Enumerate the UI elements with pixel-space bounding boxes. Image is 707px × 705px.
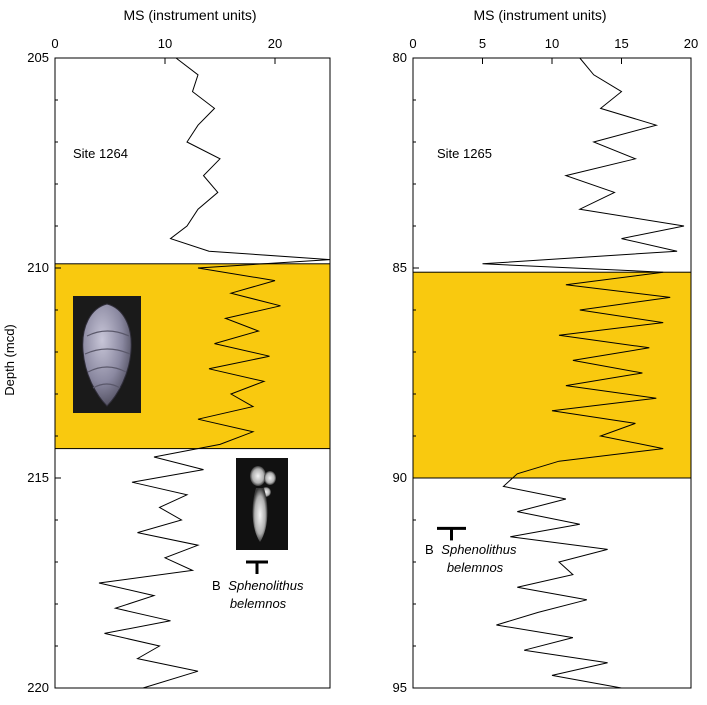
x-axis-label: MS (instrument units): [123, 7, 256, 23]
ms-curve-site-1264: [98, 57, 331, 689]
plot-frame: [54, 57, 331, 689]
panel-site-1264: MS (instrument units) 0 10 20 205 210 215 220…: [2, 7, 331, 695]
x-tick-label: 20: [268, 36, 282, 51]
y-ticks: 205 210 215 220: [27, 50, 61, 695]
y-tick-label: 85: [393, 260, 407, 275]
datum-label-line1: B Sphenolithus: [425, 542, 517, 557]
foraminifera-photo: [73, 296, 141, 413]
highlight-band: [412, 271, 692, 479]
datum-marker: [437, 526, 466, 541]
datum-species-name: Sphenolithus: [228, 578, 304, 593]
site-label: Site 1264: [73, 146, 128, 161]
x-ticks: 0 5 10 15 20: [409, 36, 698, 64]
datum-marker-letter: B: [425, 542, 434, 557]
ms-curve-site-1265: [482, 57, 685, 689]
x-tick-label: 10: [158, 36, 172, 51]
y-tick-label: 95: [393, 680, 407, 695]
datum-species-name: Sphenolithus: [441, 542, 517, 557]
x-tick-label: 20: [684, 36, 698, 51]
y-tick-label: 80: [393, 50, 407, 65]
x-ticks: 0 10 20: [51, 36, 282, 64]
site-label: Site 1265: [437, 146, 492, 161]
datum-label-line2: belemnos: [230, 596, 287, 611]
y-axis-label: Depth (mcd): [2, 324, 17, 396]
x-tick-label: 0: [51, 36, 58, 51]
y-tick-label: 90: [393, 470, 407, 485]
x-tick-label: 15: [614, 36, 628, 51]
y-tick-label: 205: [27, 50, 49, 65]
x-axis-label: MS (instrument units): [473, 7, 606, 23]
y-tick-label: 210: [27, 260, 49, 275]
x-tick-label: 0: [409, 36, 416, 51]
x-tick-label: 5: [479, 36, 486, 51]
datum-label-line2: belemnos: [447, 560, 504, 575]
y-tick-label: 215: [27, 470, 49, 485]
datum-marker: [246, 560, 268, 574]
panel-site-1265: MS (instrument units) 0 5 10 15 20 80859095 …: [393, 7, 699, 695]
datum-label-line1: B Sphenolithus: [212, 578, 304, 593]
x-tick-label: 10: [545, 36, 559, 51]
y-ticks: 80 85 90 95: [393, 50, 419, 695]
datum-marker-letter: B: [212, 578, 221, 593]
y-tick-label: 220: [27, 680, 49, 695]
nannofossil-photo: [236, 458, 288, 550]
